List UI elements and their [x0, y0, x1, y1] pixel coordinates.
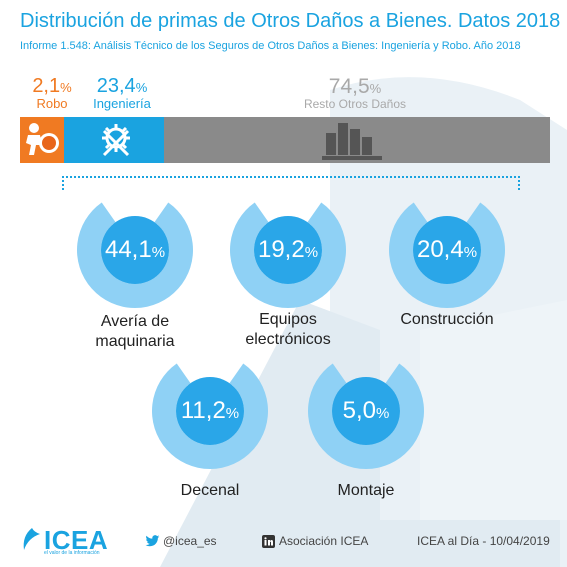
segment-unit-robo: % — [60, 80, 72, 95]
segment-unit-resto: % — [369, 81, 382, 96]
donut-equipos — [230, 202, 346, 308]
linkedin-name[interactable]: Asociación ICEA — [279, 534, 369, 548]
donut-name-construccion: Construcción — [400, 311, 494, 328]
thief-icon — [26, 123, 59, 155]
donut-decenal — [152, 363, 268, 469]
segment-name-ingenieria: Ingeniería — [93, 96, 151, 111]
icea-logo-icon — [23, 528, 40, 550]
segment-value-ingenieria: 23,4 — [96, 75, 136, 97]
logo-tagline: el valor de la información — [44, 550, 100, 556]
segment-label-robo: 2,1% Robo — [28, 76, 76, 111]
segment-label-resto: 74,5% Resto Otros Daños — [290, 75, 420, 112]
donut-value-construccion: 20,4% — [416, 236, 478, 263]
segment-name-robo: Robo — [36, 96, 68, 111]
donut-value-equipos: 19,2% — [257, 236, 319, 263]
donut-name-equipos: Equipos electrónicos — [245, 311, 331, 348]
segment-value-resto: 74,5 — [328, 75, 370, 98]
donut-value-decenal: 11,2% — [180, 397, 240, 424]
donut-name-montaje: Montaje — [337, 482, 395, 499]
twitter-icon — [145, 535, 160, 547]
chart-title: Distribución de primas de Otros Daños a … — [20, 10, 561, 32]
donut-ring-1 — [230, 202, 346, 308]
chart-subtitle: Informe 1.548: Análisis Técnico de los S… — [20, 40, 521, 52]
source-date: ICEA al Día - 10/04/2019 — [417, 534, 550, 548]
donut-value-averia: 44,1% — [104, 236, 166, 263]
donut-ring-3 — [152, 363, 268, 469]
linkedin-icon — [262, 535, 275, 548]
donut-construccion — [389, 202, 505, 308]
donut-name-decenal: Decenal — [180, 482, 240, 499]
buildings-icon — [322, 123, 382, 160]
donut-montaje — [308, 363, 424, 469]
twitter-handle[interactable]: @icea_es — [163, 534, 217, 548]
segment-label-ingenieria: 23,4% Ingeniería — [84, 76, 160, 111]
donut-value-montaje: 5,0% — [342, 397, 390, 424]
segment-name-resto: Resto Otros Daños — [303, 97, 407, 112]
bracket-connector — [62, 176, 520, 190]
segment-value-robo: 2,1 — [32, 75, 61, 97]
donut-averia — [77, 202, 193, 308]
donut-name-averia: Avería de maquinaria — [95, 313, 175, 350]
donut-ring-0 — [77, 202, 193, 308]
stacked-bar — [20, 117, 550, 163]
donut-ring-4 — [308, 363, 424, 469]
segment-unit-ingenieria: % — [135, 80, 148, 95]
logo-text: ICEA — [44, 525, 109, 555]
gear-tools-icon — [102, 124, 130, 157]
donut-ring-2 — [389, 202, 505, 308]
